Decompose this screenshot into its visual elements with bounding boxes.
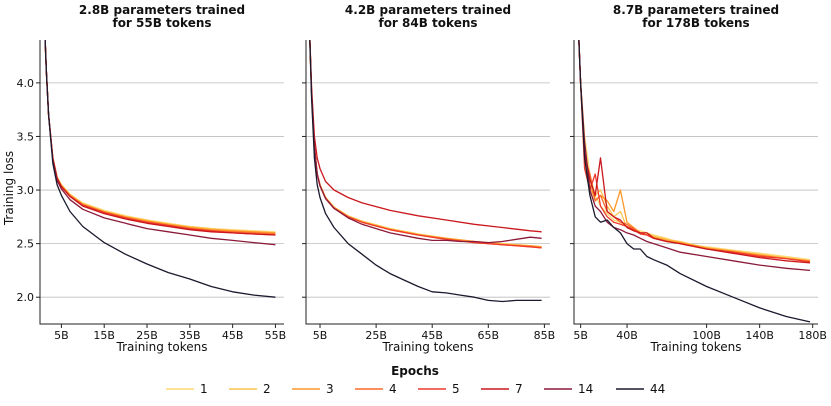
x-tick-label: 45B [421, 329, 443, 342]
subplot-3: 8.7B parameters trained for 178B tokens … [570, 3, 827, 354]
x-tick-label: 55B [265, 329, 287, 342]
x-tick-label: 65B [478, 329, 500, 342]
x-tick-label: 140B [745, 329, 774, 342]
series-line-epochs-4 [309, 40, 542, 249]
subplot-1-xlabel: Training tokens [116, 340, 208, 354]
series-line-epochs-14 [44, 40, 276, 246]
series-line-epochs-4 [578, 40, 811, 263]
series-line-epochs-7 [578, 40, 811, 264]
series-line-epochs-3 [44, 40, 276, 234]
subplot-2-xlabel: Training tokens [382, 340, 474, 354]
series-line-epochs-14 [309, 40, 542, 244]
y-tick-label: 3.0 [17, 184, 35, 197]
series-line-epochs-7 [44, 40, 276, 236]
x-tick-label: 15B [93, 329, 115, 342]
legend-label-epochs-1: 1 [200, 382, 208, 396]
series-line-epochs-5 [578, 40, 811, 263]
subplot-1-title-line-1: 2.8B parameters trained [79, 3, 245, 17]
series-line-epochs-14 [578, 40, 811, 272]
legend-label-epochs-14: 14 [578, 382, 593, 396]
y-tick-label: 2.0 [17, 291, 35, 304]
x-tick-label: 5B [573, 329, 588, 342]
legend: Epochs 1 2 3 4 5 7 14 44 [166, 364, 665, 396]
series-line-epochs-44 [44, 40, 276, 298]
series-line-epochs-44 [578, 40, 811, 323]
subplot-1: 2.8B parameters trained for 55B tokens T… [2, 3, 286, 354]
legend-label-epochs-7: 7 [515, 382, 523, 396]
x-tick-label: 5B [313, 329, 328, 342]
axis-spine [39, 40, 284, 325]
series-line-epochs-1 [578, 40, 811, 261]
series-line-epochs-7 [309, 40, 542, 233]
x-tick-label: 40B [616, 329, 638, 342]
axis-spine [573, 40, 818, 325]
series-line-epochs-1 [309, 40, 542, 248]
subplot-3-title-line-1: 8.7B parameters trained [613, 3, 779, 17]
series-line-epochs-3 [578, 40, 811, 262]
legend-label-epochs-5: 5 [452, 382, 460, 396]
y-tick-label: 4.0 [17, 77, 35, 90]
legend-label-epochs-3: 3 [326, 382, 334, 396]
subplot-1-title-line-2: for 55B tokens [112, 16, 211, 30]
x-tick-label: 100B [692, 329, 721, 342]
x-tick-label: 5B [54, 329, 69, 342]
legend-label-epochs-4: 4 [389, 382, 397, 396]
x-tick-label: 35B [179, 329, 201, 342]
subplot-1-ylabel: Training loss [2, 151, 16, 226]
subplot-3-title-line-2: for 178B tokens [642, 16, 749, 30]
x-tick-label: 25B [136, 329, 158, 342]
x-tick-label: 25B [365, 329, 387, 342]
y-tick-label: 3.5 [17, 130, 35, 143]
subplot-2: 4.2B parameters trained for 84B tokens T… [302, 3, 555, 354]
x-tick-label: 45B [222, 329, 244, 342]
x-tick-label: 85B [534, 329, 556, 342]
series-line-epochs-1 [44, 40, 276, 233]
subplot-2-title-line-1: 4.2B parameters trained [345, 3, 511, 17]
legend-label-epochs-44: 44 [650, 382, 665, 396]
series-line-epochs-44 [309, 40, 542, 303]
legend-label-epochs-2: 2 [263, 382, 271, 396]
subplot-2-title-line-2: for 84B tokens [378, 16, 477, 30]
y-tick-label: 2.5 [17, 238, 35, 251]
series-line-epochs-5 [309, 40, 542, 249]
series-line-epochs-3 [309, 40, 542, 248]
series-line-epochs-2 [309, 40, 542, 248]
axis-spine [305, 40, 550, 325]
legend-title: Epochs [391, 364, 439, 378]
subplot-3-xlabel: Training tokens [650, 340, 742, 354]
x-tick-label: 180B [798, 329, 827, 342]
series-line-epochs-2 [578, 40, 811, 262]
